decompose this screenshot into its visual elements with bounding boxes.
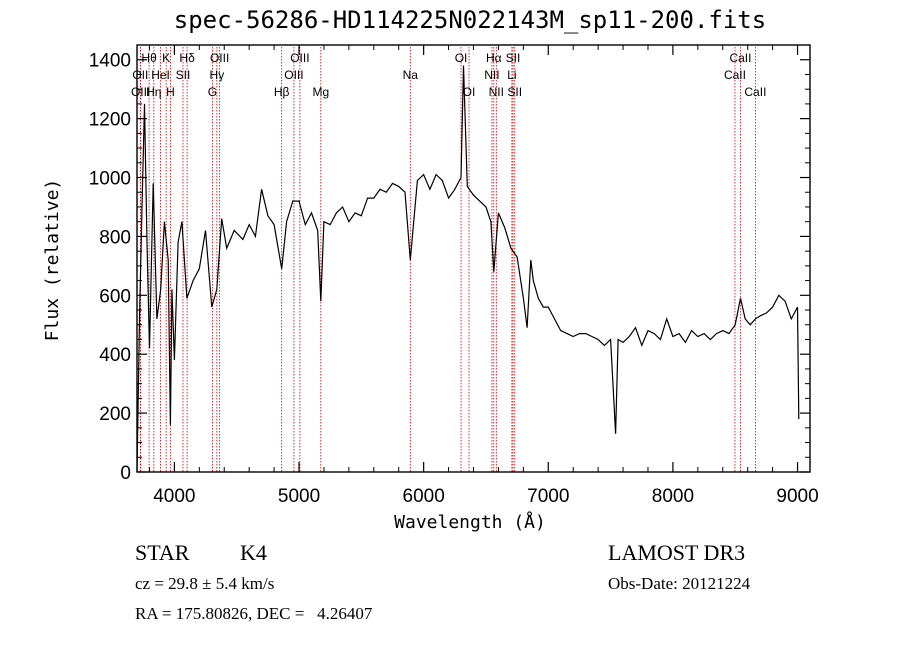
spectral-line-label: CaII — [724, 68, 746, 82]
spectral-line-label: NII — [484, 68, 499, 82]
y-axis-ticks: 0 200 400 600 800 1000 1200 1400 — [89, 51, 810, 484]
x-axis-label: Wavelength (Å) — [394, 511, 546, 533]
x-axis-ticks: 4000 5000 6000 7000 8000 9000 — [148, 45, 819, 507]
spectral-line-label: Hα — [486, 51, 502, 65]
spectral-line-label: CaII — [744, 85, 766, 99]
chart-title: spec-56286-HD114225N022143M_sp11-200.fit… — [173, 6, 767, 34]
y-tick-label: 1200 — [89, 110, 131, 131]
x-tick-label: 8000 — [652, 486, 694, 507]
spectral-line-label: OIII — [290, 51, 309, 65]
spectral-line-label: Hγ — [210, 68, 225, 82]
spectral-line-label: OI — [463, 85, 476, 99]
spectral-line-label: Hθ — [141, 51, 157, 65]
spectral-line-label: Hη — [146, 85, 161, 99]
y-tick-label: 600 — [99, 286, 131, 307]
object-class: STAR — [135, 540, 190, 565]
spectral-line-label: Hβ — [274, 85, 290, 99]
x-tick-label: 4000 — [153, 486, 195, 507]
y-axis-label: Flux (relative) — [42, 179, 63, 342]
spectral-line-label: Hδ — [179, 51, 195, 65]
spectral-line-markers — [139, 47, 756, 472]
spectral-line-label: K — [162, 51, 170, 65]
spectral-line-label: OIII — [131, 85, 150, 99]
y-tick-label: 800 — [99, 227, 131, 248]
spectral-line-label: SII — [506, 51, 521, 65]
spectral-line-label: SII — [176, 68, 191, 82]
spectral-line-labels: Hθ K Hδ OIII OIII OI Hα SII CaII OII HeI SII Hγ OIII N… — [131, 51, 766, 99]
y-tick-label: 200 — [99, 404, 131, 425]
plot-frame — [136, 44, 811, 473]
spectral-line-label: OIII — [210, 51, 229, 65]
x-tick-label: 9000 — [776, 486, 818, 507]
spectral-line-label: OIII — [284, 68, 303, 82]
spectrum-line — [136, 65, 800, 473]
spectral-line-label: NII — [489, 85, 504, 99]
spectral-line-label: OII — [132, 68, 148, 82]
spectral-line-label: CaII — [729, 51, 751, 65]
x-tick-label: 6000 — [403, 486, 445, 507]
survey-name: LAMOST DR3 — [608, 540, 746, 565]
y-tick-label: 1400 — [89, 51, 131, 72]
obs-date: Obs-Date: 20121224 — [608, 574, 751, 593]
y-tick-label: 0 — [120, 463, 131, 484]
spectral-line-label: OI — [455, 51, 468, 65]
spectral-line-label: Li — [507, 68, 516, 82]
x-tick-label: 7000 — [527, 486, 569, 507]
y-tick-label: 1000 — [89, 169, 131, 190]
coordinates: RA = 175.80826, DEC = 4.26407 — [135, 604, 373, 623]
spectral-line-label: Mg — [312, 85, 329, 99]
spectral-line-label: G — [208, 85, 217, 99]
spectral-line-label: H — [166, 85, 175, 99]
redshift-value: cz = 29.8 ± 5.4 km/s — [135, 574, 275, 593]
spectral-line-label: Na — [403, 68, 419, 82]
spectral-line-label: HeI — [151, 68, 170, 82]
spectral-line-label: SII — [507, 85, 522, 99]
x-tick-label: 5000 — [278, 486, 320, 507]
subclass: K4 — [240, 540, 267, 565]
y-tick-label: 400 — [99, 345, 131, 366]
